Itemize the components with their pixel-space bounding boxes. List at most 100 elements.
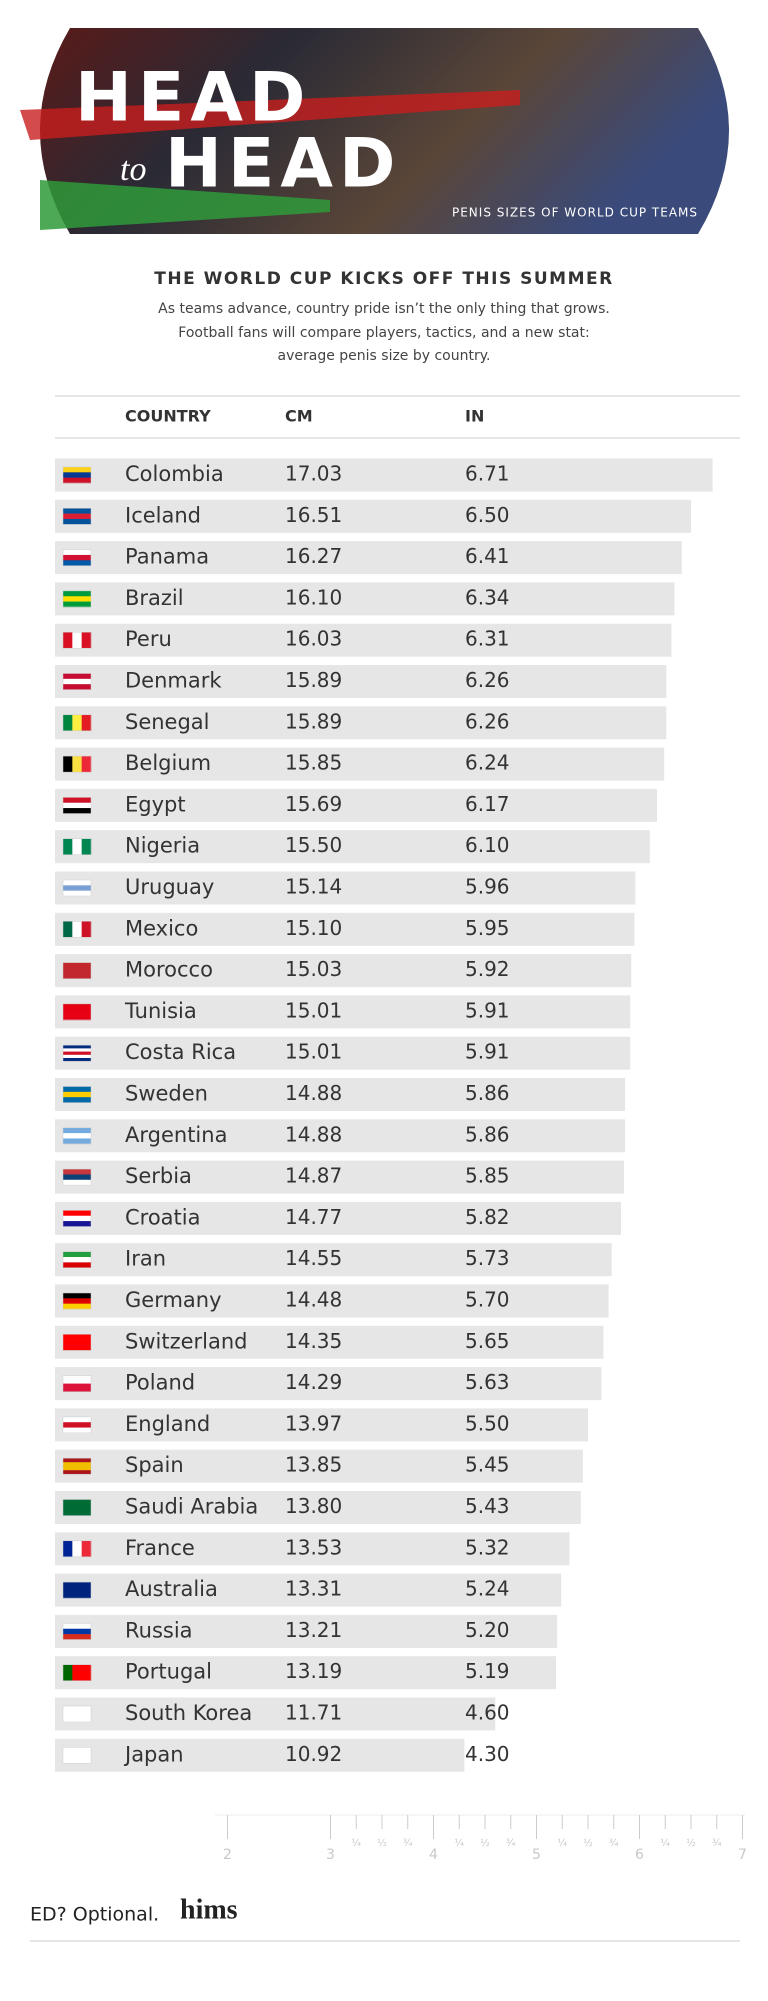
flag-border <box>62 714 92 732</box>
bar <box>55 1284 609 1318</box>
flag-border <box>62 838 92 855</box>
x-tick-label: ¼ <box>557 1837 567 1849</box>
in-label: 5.20 <box>465 1618 510 1642</box>
flag <box>63 1097 91 1103</box>
country-label: Germany <box>125 1288 222 1312</box>
x-tick-label: 6 <box>635 1847 644 1863</box>
flag <box>63 1257 91 1263</box>
in-label: 6.17 <box>465 792 510 816</box>
flag <box>63 1262 91 1268</box>
flag <box>63 1344 91 1351</box>
flag-border <box>62 1086 92 1103</box>
in-label: 6.41 <box>465 544 510 568</box>
country-label: England <box>125 1412 210 1436</box>
flag <box>63 1427 91 1434</box>
flag <box>72 1540 82 1557</box>
in-label: 5.86 <box>465 1081 510 1105</box>
flag <box>63 1504 91 1511</box>
country-label: South Korea <box>125 1701 252 1725</box>
in-label: 5.43 <box>465 1494 510 1518</box>
in-label: 5.73 <box>465 1246 510 1270</box>
flag-border <box>62 1540 92 1558</box>
flag <box>63 1711 91 1717</box>
cm-label: 14.87 <box>285 1164 342 1188</box>
flag <box>63 1582 91 1588</box>
in-label: 5.19 <box>465 1659 510 1683</box>
country-label: Tunisia <box>124 999 197 1023</box>
country-label: Costa Rica <box>125 1040 236 1064</box>
flag <box>63 1664 73 1681</box>
flag <box>63 1634 91 1640</box>
flag-border <box>62 1127 92 1145</box>
bar <box>55 623 672 657</box>
x-tick-label: ½ <box>377 1837 387 1849</box>
flag <box>72 756 82 773</box>
bar <box>55 871 636 905</box>
bar <box>55 954 632 988</box>
flag <box>63 1466 91 1471</box>
country-label: France <box>125 1536 195 1560</box>
in-label: 5.24 <box>465 1577 510 1601</box>
bar <box>55 1532 570 1566</box>
country-label: Brazil <box>125 586 184 610</box>
flag <box>63 1127 91 1134</box>
country-label: Morocco <box>125 958 213 982</box>
bar <box>55 1614 558 1648</box>
x-tick-label: ½ <box>480 1837 490 1849</box>
bar <box>55 665 667 698</box>
flag-border <box>62 1705 92 1723</box>
x-tick-label: 7 <box>738 1847 747 1863</box>
in-label: 4.30 <box>465 1742 510 1766</box>
cm-label: 17.03 <box>285 462 342 486</box>
bar <box>55 1201 621 1235</box>
bar <box>55 706 667 740</box>
bar <box>55 458 713 492</box>
cm-label: 15.01 <box>285 1040 342 1064</box>
country-label: Argentina <box>125 1123 227 1147</box>
in-label: 6.31 <box>465 627 510 651</box>
flag <box>63 1251 91 1258</box>
cm-label: 13.85 <box>285 1453 342 1477</box>
flag-border <box>62 1003 92 1021</box>
x-tick-label: ¾ <box>403 1838 413 1849</box>
flag <box>63 1045 91 1049</box>
flag <box>72 714 82 731</box>
flag <box>63 1215 91 1222</box>
bar <box>55 1408 588 1442</box>
in-label: 6.26 <box>465 709 510 733</box>
flag <box>63 1416 91 1423</box>
x-tick-label: 3 <box>326 1847 335 1863</box>
flag <box>63 1458 91 1463</box>
flag-border <box>62 631 92 649</box>
flag <box>63 1210 91 1217</box>
flag <box>63 714 73 731</box>
in-label: 5.32 <box>465 1535 510 1559</box>
column-header: IN <box>465 407 484 426</box>
x-tick-label: 5 <box>532 1847 541 1863</box>
x-tick-label: ¾ <box>712 1838 722 1849</box>
cm-label: 14.55 <box>285 1246 342 1270</box>
bar <box>55 830 650 864</box>
flag <box>63 554 91 561</box>
cm-label: 13.80 <box>285 1494 342 1518</box>
flag <box>63 921 73 938</box>
flag <box>63 1706 91 1712</box>
cm-label: 13.53 <box>285 1535 342 1559</box>
in-label: 6.10 <box>465 833 510 857</box>
flag <box>81 632 92 649</box>
x-tick-label: ¼ <box>660 1837 670 1849</box>
in-label: 5.82 <box>465 1205 510 1229</box>
header-title: HEAD <box>165 125 401 204</box>
header-title: to <box>120 151 146 188</box>
x-tick-label: 4 <box>429 1847 438 1863</box>
flag <box>63 1499 91 1506</box>
flag-border <box>62 1623 92 1640</box>
country-label: Croatia <box>125 1205 201 1229</box>
in-label: 5.86 <box>465 1122 510 1146</box>
in-label: 5.91 <box>465 998 510 1022</box>
bar <box>55 541 682 575</box>
flag <box>63 1757 91 1764</box>
flag <box>63 1003 91 1010</box>
bar <box>55 1656 557 1690</box>
